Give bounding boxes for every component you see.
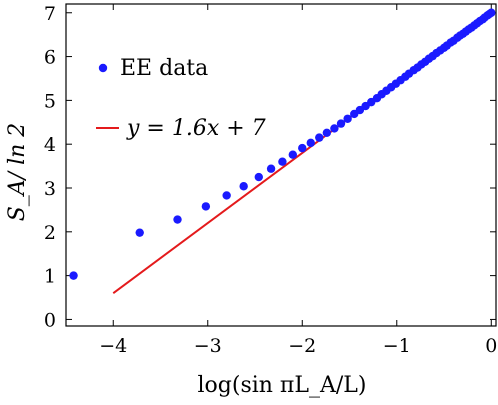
ee-data-point — [306, 138, 315, 148]
ee-data-point — [135, 228, 144, 237]
y-axis-label: S_A/ ln 2 — [5, 123, 30, 222]
ee-data-point — [278, 157, 287, 166]
ee-data-point — [487, 8, 496, 17]
x-tick-label: −2 — [288, 335, 316, 357]
x-tick-label: −1 — [383, 335, 411, 357]
ee-data-point — [315, 133, 324, 142]
y-tick-label: 6 — [44, 47, 56, 69]
ee-data-point — [173, 215, 182, 224]
legend-label-ee-data: EE data — [120, 56, 208, 81]
x-tick-label: −4 — [99, 335, 127, 357]
axis-tick-labels: −4 −3 −2 −1 0 0 1 2 3 4 5 6 7 — [44, 3, 497, 357]
y-tick-label: 7 — [44, 3, 56, 25]
ee-data-point — [343, 114, 352, 123]
ee-data-point — [239, 182, 248, 191]
y-tick-label: 3 — [44, 178, 56, 200]
ee-data-point — [298, 143, 307, 153]
ee-data-point — [266, 164, 276, 173]
ee-data-point — [330, 124, 339, 133]
legend: EE data y = 1.6x + 7 — [96, 56, 266, 141]
plot-frame — [65, 3, 497, 327]
y-tick-label: 5 — [44, 90, 56, 112]
y-tick-label: 1 — [44, 266, 56, 288]
x-tick-label: 0 — [485, 335, 497, 357]
ee-data-point — [69, 271, 78, 280]
ee-data-point — [336, 119, 346, 128]
x-axis-label: log(sin πL_A/L) — [198, 373, 367, 398]
ee-data-point — [254, 172, 263, 182]
legend-marker-ee-data — [98, 63, 108, 73]
x-tick-label: −3 — [194, 335, 222, 357]
y-tick-label: 0 — [44, 309, 56, 331]
legend-label-fit-line: y = 1.6x + 7 — [126, 116, 266, 141]
y-tick-label: 4 — [44, 134, 56, 156]
ee-data-series — [69, 8, 496, 280]
y-tick-label: 2 — [44, 222, 56, 244]
ee-data-point — [222, 191, 231, 200]
ee-data-point — [288, 150, 298, 159]
ee-data-point — [201, 202, 211, 211]
ee-data-point — [322, 128, 332, 137]
